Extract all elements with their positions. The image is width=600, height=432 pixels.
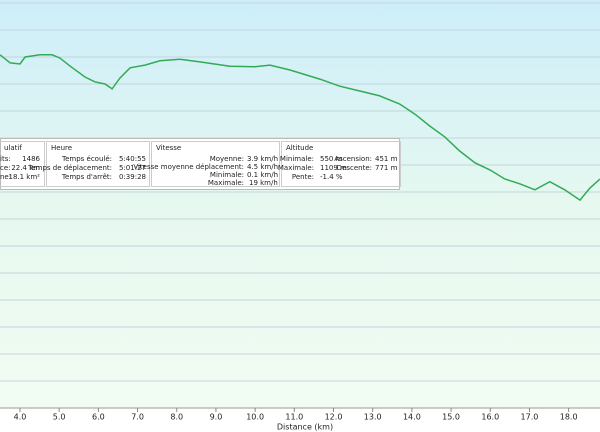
label: Temps écoulé: <box>61 155 112 163</box>
plot-area <box>0 0 600 408</box>
x-tick-label: 5.0 <box>53 413 66 422</box>
x-tick-label: 10.0 <box>246 413 264 422</box>
label: Minimale: <box>279 155 314 163</box>
elevation-line <box>0 54 600 202</box>
value: 18.1 km² <box>8 173 41 181</box>
label: Temps de déplacement: <box>28 164 112 172</box>
label: Minimale: <box>209 171 244 179</box>
section: ulatif its: 1486 ce: 22.4 km ne: 18.1 km… <box>0 141 45 187</box>
value: 5:40:55 <box>119 155 146 163</box>
label: its: <box>0 155 11 163</box>
x-tick-label: 4.0 <box>14 413 27 422</box>
x-tick-label: 17.0 <box>521 413 539 422</box>
x-tick-label: 12.0 <box>325 413 343 422</box>
value: 4.5 km/h <box>247 163 279 171</box>
value: 3.9 km/h <box>247 155 279 163</box>
label: Maximale: <box>277 164 314 172</box>
label: Temps d'arrêt: <box>61 173 112 181</box>
value: 22.4 km <box>11 164 40 172</box>
value: 19 km/h <box>249 179 278 187</box>
value: 0:39:28 <box>119 173 146 181</box>
x-tick-label: 6.0 <box>92 413 105 422</box>
value: 771 m <box>375 164 398 172</box>
x-tick-label: 13.0 <box>364 413 382 422</box>
value: 0.1 km/h <box>247 171 279 179</box>
label: Moyenne: <box>209 155 244 163</box>
section-title: Heure <box>51 144 73 152</box>
label: Pente: <box>291 173 314 181</box>
value: 550 m <box>320 155 343 163</box>
value: -1.4 % <box>320 173 343 181</box>
x-tick-label: 11.0 <box>285 413 303 422</box>
value: 1109 m <box>320 164 347 172</box>
x-tick-label: 16.0 <box>481 413 499 422</box>
x-axis-label: Distance (km) <box>277 423 333 432</box>
value: 451 m <box>375 155 398 163</box>
value: 5:01:27 <box>119 164 146 172</box>
section-title: ulatif <box>4 144 22 152</box>
label: Vitesse moyenne déplacement: <box>133 163 244 171</box>
x-tick-label: 8.0 <box>170 413 183 422</box>
value: 1486 <box>22 155 40 163</box>
x-tick-label: 14.0 <box>403 413 421 422</box>
section: Altitude Minimale: 550 m Maximale: 1109 … <box>277 141 401 187</box>
section-title: Altitude <box>286 144 314 152</box>
stats-panel: ulatif its: 1486 ce: 22.4 km ne: 18.1 km… <box>0 138 401 190</box>
label: Ascension: <box>334 155 372 163</box>
x-tick-label: 7.0 <box>131 413 144 422</box>
section-title: Vitesse <box>156 144 182 152</box>
label: Maximale: <box>207 179 244 187</box>
section: Vitesse Moyenne: 3.9 km/h Vitesse moyenn… <box>133 141 280 187</box>
x-tick-label: 18.0 <box>560 413 578 422</box>
label: Descente: <box>336 164 372 172</box>
x-tick-label: 9.0 <box>210 413 223 422</box>
section: Heure Temps écoulé: 5:40:55 Temps de dép… <box>28 141 150 187</box>
label: ne: <box>0 173 12 181</box>
label: ce: <box>0 164 11 172</box>
x-tick-label: 15.0 <box>442 413 460 422</box>
